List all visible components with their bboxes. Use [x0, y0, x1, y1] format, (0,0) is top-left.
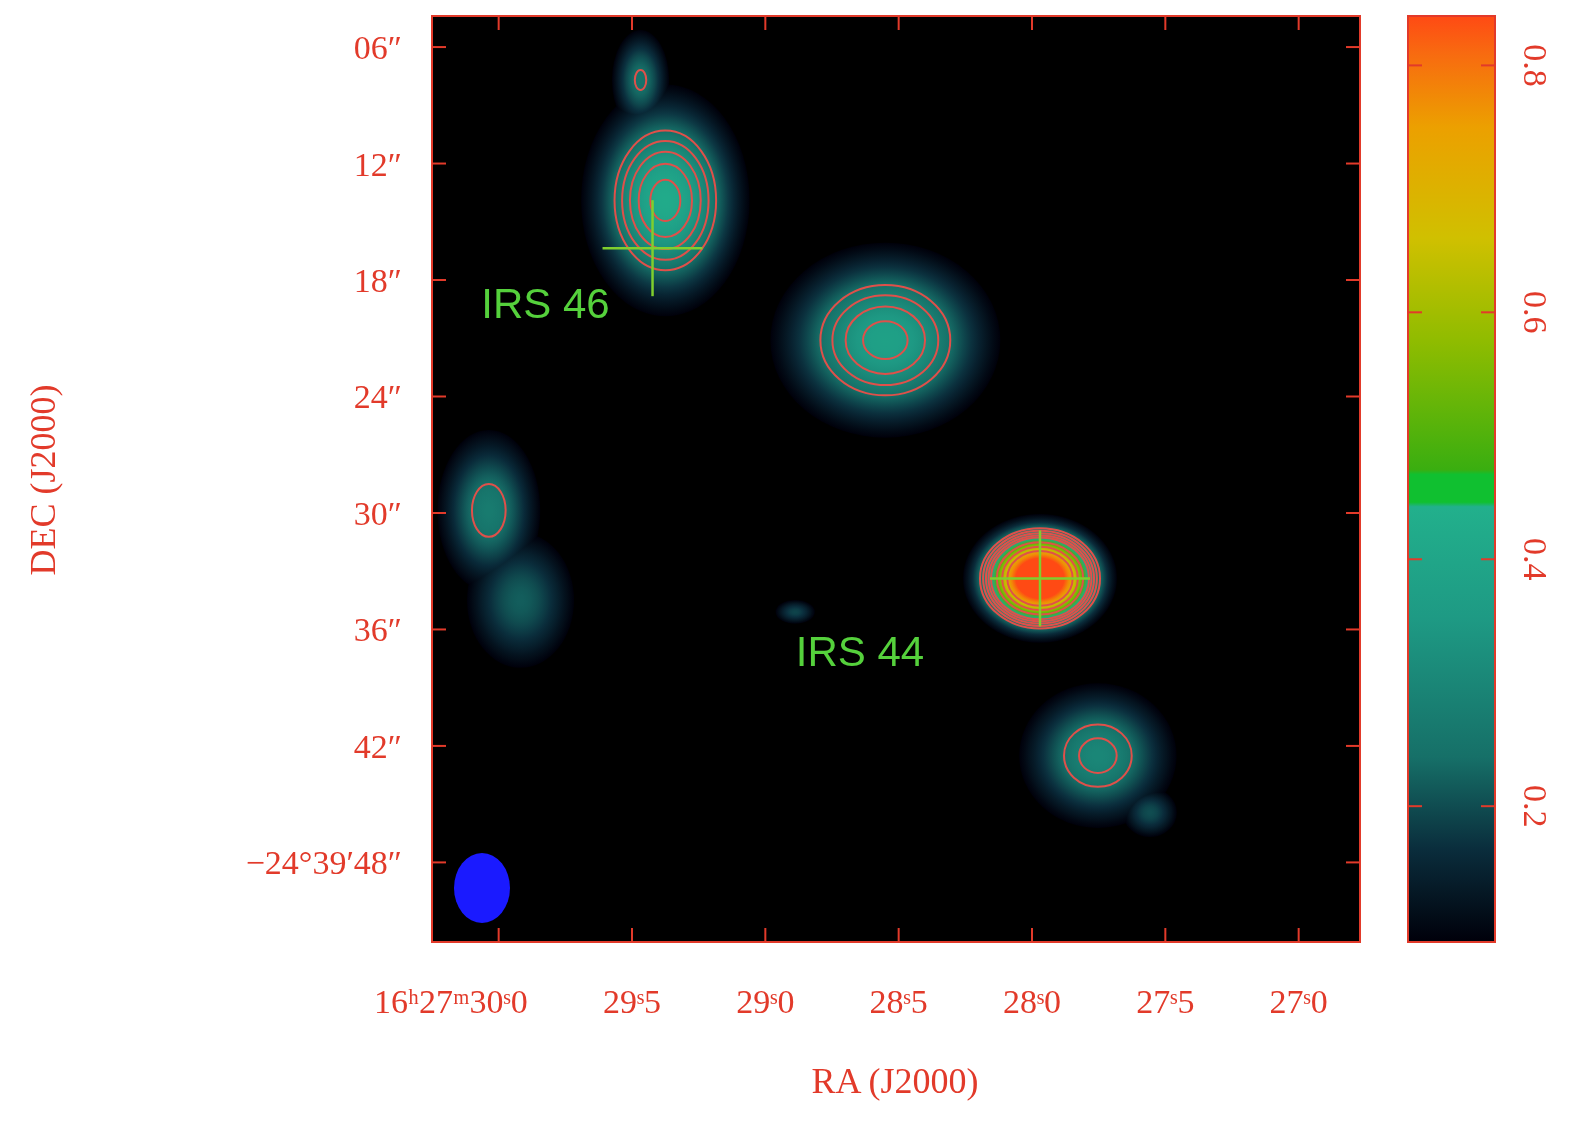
beam	[454, 853, 510, 923]
colorbar-tick	[1408, 805, 1422, 807]
y-tick	[1346, 628, 1360, 630]
y-tick-label: 30″	[354, 495, 402, 532]
y-tick	[432, 163, 446, 165]
y-tick	[432, 395, 446, 397]
y-tick	[1346, 745, 1360, 747]
y-tick	[432, 279, 446, 281]
x-tick-label: 29ˢ0	[736, 983, 794, 1020]
colorbar-tick	[1481, 64, 1495, 66]
x-tick	[1298, 928, 1300, 942]
y-tick-label: 12″	[354, 146, 402, 183]
colorbar-tick	[1408, 64, 1422, 66]
x-tick	[764, 928, 766, 942]
y-axis-title: DEC (J2000)	[23, 385, 63, 576]
x-axis-title: RA (J2000)	[811, 1061, 978, 1101]
x-tick-label: 16ʰ27ᵐ30ˢ0	[374, 983, 528, 1020]
y-tick	[432, 861, 446, 863]
x-tick-label: 27ˢ0	[1270, 983, 1328, 1020]
y-tick	[1346, 395, 1360, 397]
y-tick	[432, 46, 446, 48]
colorbar-tick-label: 0.8	[1517, 44, 1554, 87]
emission-blob	[770, 243, 1000, 438]
x-tick	[898, 16, 900, 30]
contour	[832, 295, 938, 385]
x-tick-label: 27ˢ5	[1136, 983, 1194, 1020]
y-tick-label: 24″	[354, 378, 402, 415]
colorbar	[1408, 16, 1495, 942]
contour	[630, 152, 701, 249]
y-tick	[432, 628, 446, 630]
y-tick	[1346, 163, 1360, 165]
colorbar-tick	[1408, 558, 1422, 560]
colorbar-tick-label: 0.2	[1517, 785, 1554, 828]
x-tick	[1164, 928, 1166, 942]
contour	[983, 531, 1097, 626]
x-tick	[498, 16, 500, 30]
y-tick	[1346, 512, 1360, 514]
y-tick	[432, 512, 446, 514]
plot-area	[437, 30, 1176, 837]
x-tick-label: 28ˢ5	[870, 983, 928, 1020]
x-tick	[631, 928, 633, 942]
y-tick-label: 06″	[354, 29, 402, 66]
x-tick	[1164, 16, 1166, 30]
contour	[846, 307, 925, 374]
x-tick	[498, 928, 500, 942]
colorbar-tick	[1481, 311, 1495, 313]
x-tick	[1031, 16, 1033, 30]
y-tick	[1346, 861, 1360, 863]
x-tick	[764, 16, 766, 30]
y-tick-label: 18″	[354, 262, 402, 299]
contour	[1064, 725, 1132, 787]
y-tick	[1346, 46, 1360, 48]
colorbar-tick-label: 0.6	[1517, 291, 1554, 334]
contour	[820, 285, 950, 395]
x-tick	[631, 16, 633, 30]
emission-blob	[963, 514, 1117, 643]
x-tick	[1031, 928, 1033, 942]
y-tick-label: 42″	[354, 728, 402, 765]
contour	[472, 484, 506, 537]
marker-label: IRS 46	[481, 280, 609, 327]
colorbar-tick	[1481, 805, 1495, 807]
chart: IRS 46 IRS 44 16ʰ27ᵐ30ˢ0 29ˢ5 29ˢ0 28ˢ5 28ˢ0 27…	[0, 0, 1583, 1143]
frame	[432, 16, 1360, 942]
marker-cross	[1039, 530, 1042, 626]
y-tick	[1346, 279, 1360, 281]
plot-background	[432, 16, 1360, 942]
contour	[980, 528, 1100, 628]
contour	[639, 164, 692, 237]
emission-blob	[776, 600, 815, 624]
y-tick-label: 36″	[354, 611, 402, 648]
contour	[863, 321, 908, 359]
colorbar-tick	[1481, 558, 1495, 560]
colorbar-tick	[1408, 311, 1422, 313]
contour	[635, 70, 646, 90]
contour	[650, 180, 680, 221]
y-tick-label: −24°39′48″	[246, 844, 402, 881]
contour	[1079, 738, 1117, 773]
x-tick-label: 29ˢ5	[603, 983, 661, 1020]
marker-cross	[651, 200, 654, 296]
colorbar-tick-label: 0.4	[1517, 538, 1554, 581]
x-tick	[898, 928, 900, 942]
emission-blob	[467, 533, 574, 668]
y-tick	[432, 745, 446, 747]
x-tick-label: 28ˢ0	[1003, 983, 1061, 1020]
marker-label: IRS 44	[796, 628, 924, 675]
contour	[622, 141, 708, 260]
x-tick	[1298, 16, 1300, 30]
emission-blob	[1123, 788, 1177, 837]
